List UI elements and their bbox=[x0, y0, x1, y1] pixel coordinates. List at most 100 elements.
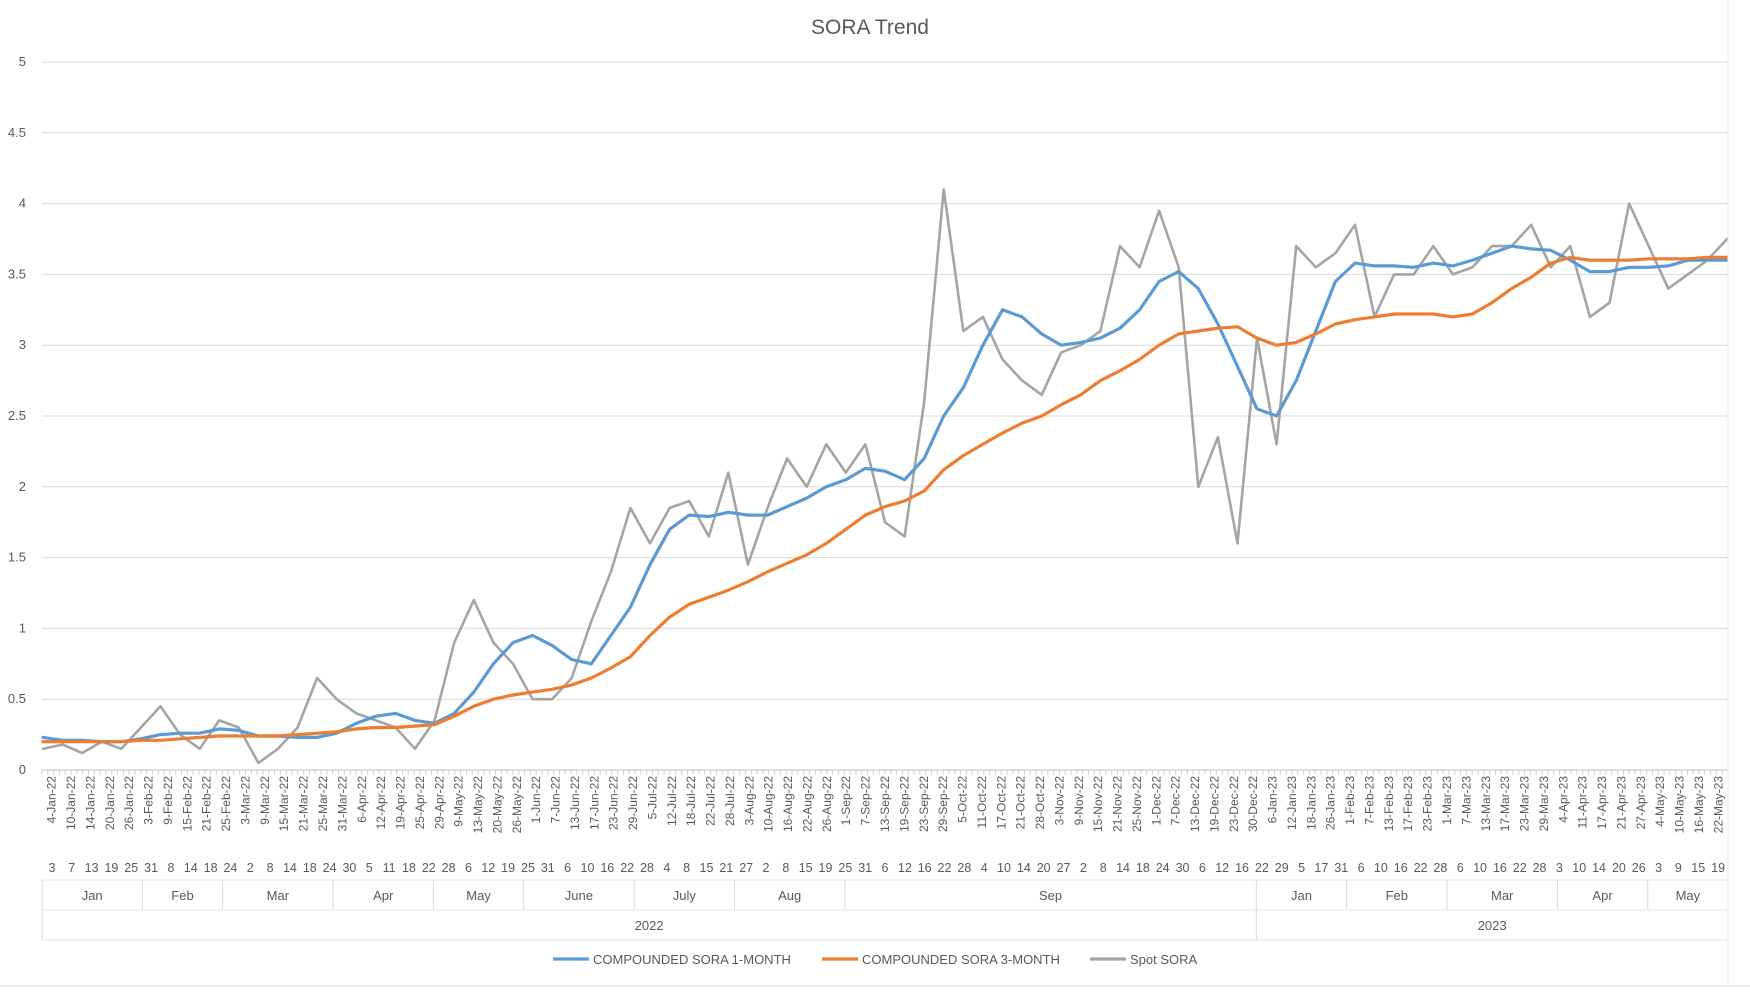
x-date-label: 19-Dec-22 bbox=[1207, 776, 1221, 832]
day-label: 22 bbox=[1255, 861, 1269, 875]
day-label: 12 bbox=[481, 861, 495, 875]
series-line-compounded-1-month bbox=[41, 244, 1729, 744]
month-label: Jan bbox=[1291, 888, 1312, 903]
x-date-label: 10-Aug-22 bbox=[762, 776, 776, 832]
year-label: 2022 bbox=[635, 918, 664, 933]
x-date-label: 21-Oct-22 bbox=[1014, 776, 1028, 830]
day-label: 14 bbox=[283, 861, 297, 875]
day-label: 15 bbox=[799, 861, 813, 875]
day-label: 31 bbox=[1334, 861, 1348, 875]
month-label: Aug bbox=[778, 888, 801, 903]
x-date-label: 11-Oct-22 bbox=[975, 776, 989, 829]
month-label: May bbox=[1676, 888, 1701, 903]
day-label: 10 bbox=[1572, 861, 1586, 875]
month-label: Mar bbox=[1491, 888, 1514, 903]
x-date-label: 29-Apr-22 bbox=[432, 776, 446, 830]
day-label: 8 bbox=[267, 861, 274, 875]
day-label: 27 bbox=[739, 861, 753, 875]
day-label: 16 bbox=[918, 861, 932, 875]
day-label: 25 bbox=[521, 861, 535, 875]
day-label: 6 bbox=[1199, 861, 1206, 875]
day-label: 14 bbox=[1017, 861, 1031, 875]
day-label: 26 bbox=[1632, 861, 1646, 875]
x-date-label: 23-Mar-23 bbox=[1518, 776, 1532, 832]
y-tick-label: 2 bbox=[19, 479, 26, 494]
y-tick-label: 5 bbox=[19, 54, 26, 69]
day-label: 18 bbox=[303, 861, 317, 875]
x-date-label: 28-Oct-22 bbox=[1033, 776, 1047, 830]
x-date-label: 18-Jul-22 bbox=[684, 776, 698, 826]
x-date-label: 4-Apr-23 bbox=[1556, 776, 1570, 823]
x-date-label: 19-Apr-22 bbox=[394, 776, 408, 830]
day-label: 28 bbox=[442, 861, 456, 875]
x-date-label: 20-Jan-22 bbox=[103, 776, 117, 830]
x-date-label: 26-Aug-22 bbox=[820, 776, 834, 832]
legend: COMPOUNDED SORA 1-MONTH COMPOUNDED SORA 3… bbox=[553, 952, 1198, 967]
day-label: 4 bbox=[981, 861, 988, 875]
day-label: 15 bbox=[700, 861, 714, 875]
day-label: 18 bbox=[204, 861, 218, 875]
x-date-label: 9-Feb-22 bbox=[161, 776, 175, 825]
x-date-label: 22-May-23 bbox=[1711, 776, 1725, 834]
x-date-label: 23-Dec-22 bbox=[1227, 776, 1241, 832]
day-label: 16 bbox=[1235, 861, 1249, 875]
day-label: 22 bbox=[620, 861, 634, 875]
day-label: 24 bbox=[223, 861, 237, 875]
day-label: 17 bbox=[1314, 861, 1328, 875]
day-label: 8 bbox=[782, 861, 789, 875]
x-date-label: 25-Feb-22 bbox=[219, 776, 233, 832]
day-label: 16 bbox=[600, 861, 614, 875]
x-date-label: 22-Aug-22 bbox=[800, 776, 814, 832]
x-date-label: 25-Mar-22 bbox=[316, 776, 330, 832]
x-date-label: 1-Dec-22 bbox=[1149, 776, 1163, 826]
y-tick-label: 0 bbox=[19, 762, 26, 777]
month-label: Feb bbox=[171, 888, 193, 903]
day-label: 22 bbox=[1513, 861, 1527, 875]
day-label: 25 bbox=[124, 861, 138, 875]
y-tick-label: 0.5 bbox=[8, 691, 26, 706]
x-date-label: 28-Jul-22 bbox=[723, 776, 737, 826]
x-date-label: 26-Jan-22 bbox=[122, 776, 136, 830]
month-label: June bbox=[565, 888, 593, 903]
x-date-label: 1-Feb-23 bbox=[1343, 776, 1357, 825]
y-tick-label: 1 bbox=[19, 620, 26, 635]
day-label: 16 bbox=[1493, 861, 1507, 875]
y-tick-label: 4 bbox=[19, 196, 26, 211]
legend-label: Spot SORA bbox=[1130, 952, 1198, 967]
day-label: 30 bbox=[342, 861, 356, 875]
day-label: 15 bbox=[1691, 861, 1705, 875]
x-date-label: 25-Apr-22 bbox=[413, 776, 427, 830]
day-label: 10 bbox=[997, 861, 1011, 875]
month-label: Mar bbox=[267, 888, 290, 903]
day-label: 7 bbox=[68, 861, 75, 875]
y-tick-label: 4.5 bbox=[8, 125, 26, 140]
x-date-label: 1-Jun-22 bbox=[529, 776, 543, 824]
day-label: 8 bbox=[683, 861, 690, 875]
x-date-label: 19-Sep-22 bbox=[897, 776, 911, 832]
x-date-label: 9-Mar-22 bbox=[258, 776, 272, 825]
day-label: 19 bbox=[819, 861, 833, 875]
day-label: 6 bbox=[882, 861, 889, 875]
x-date-label: 17-Jun-22 bbox=[587, 776, 601, 830]
series-line-compounded-3-month bbox=[41, 255, 1729, 744]
day-label: 6 bbox=[1358, 861, 1365, 875]
x-date-label: 13-Dec-22 bbox=[1188, 776, 1202, 832]
day-label: 2 bbox=[1080, 861, 1087, 875]
day-label: 6 bbox=[564, 861, 571, 875]
x-date-label: 4-Jan-22 bbox=[45, 776, 59, 824]
legend-label: COMPOUNDED SORA 1-MONTH bbox=[593, 952, 791, 967]
day-label: 22 bbox=[938, 861, 952, 875]
x-date-label: 17-Mar-23 bbox=[1498, 776, 1512, 832]
y-tick-label: 3.5 bbox=[8, 266, 26, 281]
day-label: 2 bbox=[247, 861, 254, 875]
day-label: 4 bbox=[663, 861, 670, 875]
day-label: 8 bbox=[167, 861, 174, 875]
month-label: Apr bbox=[373, 888, 394, 903]
day-label: 22 bbox=[1414, 861, 1428, 875]
x-date-label: 23-Feb-23 bbox=[1421, 776, 1435, 832]
day-label: 10 bbox=[581, 861, 595, 875]
x-date-label: 13-Sep-22 bbox=[878, 776, 892, 832]
x-date-label: 12-Jan-23 bbox=[1285, 776, 1299, 830]
month-label: Sep bbox=[1039, 888, 1062, 903]
